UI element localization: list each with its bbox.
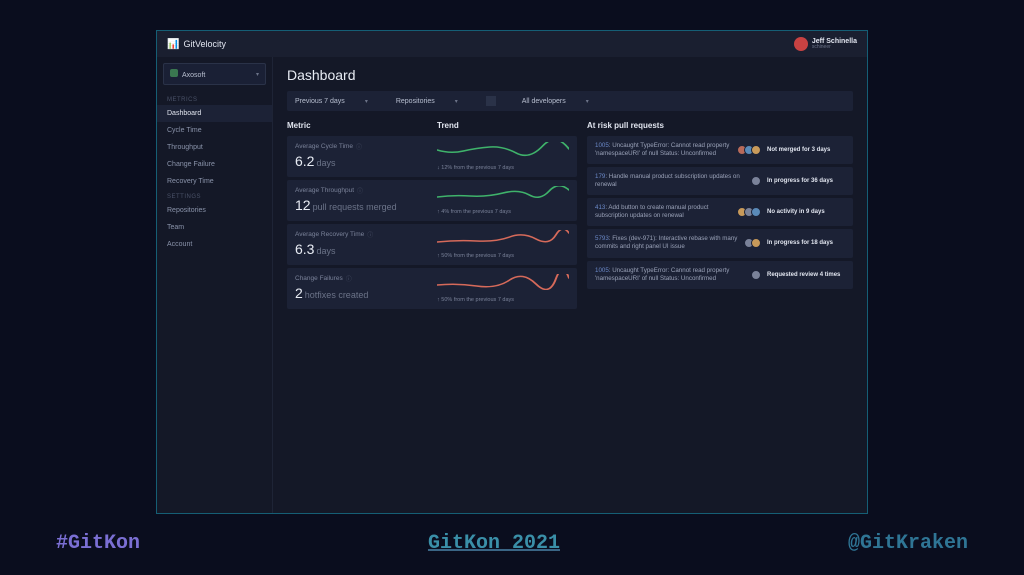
pr-description: 179: Handle manual product subscription … (595, 173, 745, 189)
pr-description: 1005: Uncaught TypeError: Cannot read pr… (595, 267, 745, 283)
metric-label: Average Cycle Time ⓘ (295, 142, 437, 151)
pr-card[interactable]: 1005: Uncaught TypeError: Cannot read pr… (587, 136, 853, 164)
app-header: 📊 GitVelocity Jeff Schinella schineer (157, 31, 867, 57)
user-menu[interactable]: Jeff Schinella schineer (794, 37, 857, 51)
prs-column: At risk pull requests 1005: Uncaught Typ… (587, 121, 853, 312)
pr-status: In progress for 18 days (767, 240, 845, 246)
filter-period-label: Previous 7 days (295, 98, 345, 105)
sidebar-item-throughput[interactable]: Throughput (157, 139, 272, 156)
org-icon (170, 69, 178, 77)
pr-status: In progress for 36 days (767, 178, 845, 184)
metric-label: Average Throughput ⓘ (295, 186, 437, 195)
sidebar-item-dashboard[interactable]: Dashboard (157, 105, 272, 122)
filter-bar: Previous 7 days ▾ Repositories ▾ All dev… (287, 91, 853, 111)
metric-value: 12pull requests merged (295, 197, 437, 215)
metric-card[interactable]: Average Recovery Time ⓘ 6.3days ↑ 50% fr… (287, 224, 577, 265)
swatch-icon (486, 96, 496, 106)
metrics-header-trend: Trend (437, 121, 459, 130)
info-icon: ⓘ (346, 274, 352, 283)
trend-text: ↑ 50% from the previous 7 days (437, 297, 569, 303)
chevron-down-icon: ▾ (586, 98, 589, 105)
metric-card[interactable]: Average Cycle Time ⓘ 6.2days ↓ 12% from … (287, 136, 577, 177)
pr-id: 1005 (595, 267, 609, 274)
pr-description: 1005: Uncaught TypeError: Cannot read pr… (595, 142, 731, 158)
trend-text: ↑ 50% from the previous 7 days (437, 253, 569, 259)
app-name: GitVelocity (183, 39, 226, 49)
avatar (794, 37, 808, 51)
user-handle: schineer (812, 45, 857, 50)
avatar (751, 238, 761, 248)
trend-text: ↑ 4% from the previous 7 days (437, 209, 569, 215)
pr-status: Requested review 4 times (767, 272, 845, 278)
sidebar-item-account[interactable]: Account (157, 236, 272, 253)
pr-avatars (751, 176, 761, 186)
filter-devs-label: All developers (522, 98, 566, 105)
sparkline (437, 186, 569, 202)
pr-avatars (744, 238, 761, 248)
pr-description: 5793: Fixes (dev-971): Interactive rebas… (595, 235, 738, 251)
pr-status: No activity in 9 days (767, 209, 845, 215)
avatar (751, 270, 761, 280)
sparkline (437, 142, 569, 158)
org-selector[interactable]: Axosoft ▾ (163, 63, 266, 85)
trend-text: ↓ 12% from the previous 7 days (437, 165, 569, 171)
metric-label: Average Recovery Time ⓘ (295, 230, 437, 239)
metrics-column: Metric Trend Average Cycle Time ⓘ 6.2day… (287, 121, 577, 312)
metric-value: 6.3days (295, 241, 437, 259)
footer-title: GitKon 2021 (428, 532, 560, 555)
pr-avatars (751, 270, 761, 280)
pr-id: 179 (595, 173, 605, 180)
avatar (751, 176, 761, 186)
pr-card[interactable]: 179: Handle manual product subscription … (587, 167, 853, 195)
pr-status: Not merged for 3 days (767, 147, 845, 153)
app-title: 📊 GitVelocity (167, 39, 226, 50)
sidebar-item-team[interactable]: Team (157, 219, 272, 236)
filter-devs[interactable]: All developers ▾ (486, 96, 589, 106)
sidebar-item-cycle-time[interactable]: Cycle Time (157, 122, 272, 139)
chevron-down-icon: ▾ (365, 98, 368, 105)
pr-card[interactable]: 1005: Uncaught TypeError: Cannot read pr… (587, 261, 853, 289)
chevron-down-icon: ▾ (455, 98, 458, 105)
sidebar: Axosoft ▾ METRICSDashboardCycle TimeThro… (157, 57, 273, 513)
filter-period[interactable]: Previous 7 days ▾ (295, 98, 368, 105)
info-icon: ⓘ (367, 230, 373, 239)
footer-hashtag: #GitKon (56, 532, 140, 555)
pr-card[interactable]: 5793: Fixes (dev-971): Interactive rebas… (587, 229, 853, 257)
pr-card[interactable]: 413: Add button to create manual product… (587, 198, 853, 226)
main-content: Dashboard Previous 7 days ▾ Repositories… (273, 57, 867, 513)
sidebar-item-change-failure[interactable]: Change Failure (157, 156, 272, 173)
pr-description: 413: Add button to create manual product… (595, 204, 731, 220)
sidebar-section-label: METRICS (157, 93, 272, 105)
pr-avatars (737, 145, 761, 155)
sparkline (437, 230, 569, 246)
pr-id: 413 (595, 204, 605, 211)
sidebar-item-repositories[interactable]: Repositories (157, 202, 272, 219)
metric-card[interactable]: Change Failures ⓘ 2hotfixes created ↑ 50… (287, 268, 577, 309)
pr-id: 1005 (595, 142, 609, 149)
metric-card[interactable]: Average Throughput ⓘ 12pull requests mer… (287, 180, 577, 221)
sidebar-section-label: SETTINGS (157, 190, 272, 202)
metric-value: 2hotfixes created (295, 285, 437, 303)
metric-value: 6.2days (295, 153, 437, 171)
metric-label: Change Failures ⓘ (295, 274, 437, 283)
pr-avatars (737, 207, 761, 217)
chevron-down-icon: ▾ (256, 71, 259, 78)
info-icon: ⓘ (357, 186, 363, 195)
org-name: Axosoft (182, 72, 205, 79)
sidebar-item-recovery-time[interactable]: Recovery Time (157, 173, 272, 190)
filter-repos[interactable]: Repositories ▾ (396, 98, 458, 105)
filter-repos-label: Repositories (396, 98, 435, 105)
app-window: 📊 GitVelocity Jeff Schinella schineer Ax… (156, 30, 868, 514)
footer: #GitKon GitKon 2021 @GitKraken (0, 532, 1024, 555)
info-icon: ⓘ (356, 142, 362, 151)
pr-id: 5793 (595, 235, 609, 242)
avatar (751, 207, 761, 217)
metrics-header-metric: Metric (287, 121, 437, 130)
page-title: Dashboard (287, 67, 853, 83)
chart-icon: 📊 (167, 39, 179, 50)
avatar (751, 145, 761, 155)
footer-handle: @GitKraken (848, 532, 968, 555)
prs-header: At risk pull requests (587, 121, 664, 130)
sparkline (437, 274, 569, 290)
